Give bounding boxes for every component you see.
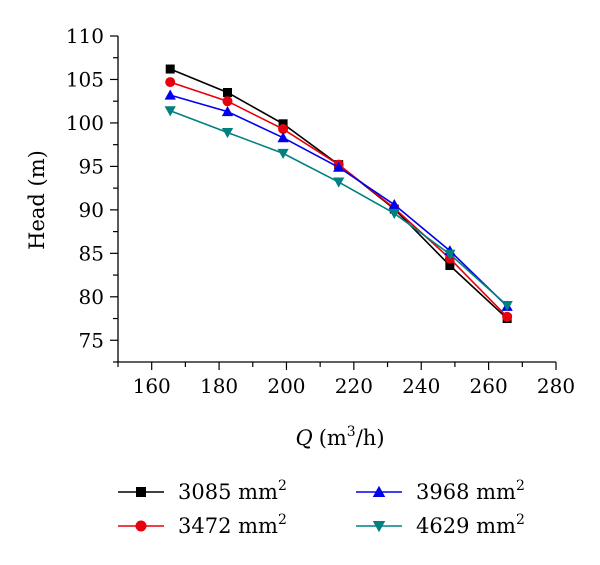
data-marks — [164, 64, 513, 324]
series-2 — [165, 77, 513, 322]
y-tick-label: 95 — [79, 154, 104, 178]
x-tick-label: 200 — [267, 374, 305, 398]
legend-label-exponent: 2 — [278, 478, 287, 494]
y-tick-label: 80 — [79, 285, 104, 309]
series-1 — [165, 64, 512, 324]
data-point — [445, 261, 455, 271]
series-line — [169, 110, 508, 307]
data-point — [502, 311, 513, 322]
legend-item: 3472 mm2 — [118, 512, 287, 538]
x-axis: 160 180 200 220 240 260 280 — [117, 361, 575, 398]
y-axis: 75 80 85 90 95 100 105 110 — [66, 24, 119, 363]
legend-label: 3472 mm2 — [178, 512, 287, 538]
series-4 — [164, 106, 513, 312]
data-point — [333, 161, 345, 172]
x-axis-unit-suffix: /h) — [356, 426, 385, 450]
x-tick-label: 260 — [470, 374, 508, 398]
data-point — [164, 89, 176, 100]
legend-item: 3968 mm2 — [356, 478, 525, 504]
data-point — [222, 96, 233, 107]
legend-label-exponent: 2 — [516, 512, 525, 528]
legend-item: 3085 mm2 — [118, 478, 287, 504]
legend-marker — [136, 487, 146, 497]
series-line — [170, 94, 508, 307]
series-3 — [164, 89, 513, 311]
y-tick-label: 110 — [66, 24, 104, 48]
data-point — [333, 177, 345, 188]
legend-label-text: 4629 mm — [416, 514, 516, 538]
data-point — [388, 199, 400, 210]
data-point — [277, 148, 289, 159]
data-point — [165, 64, 175, 74]
x-tick-label: 280 — [537, 374, 575, 398]
x-tick-label: 220 — [335, 374, 373, 398]
x-axis-unit: (m — [319, 426, 347, 450]
data-point — [277, 132, 289, 143]
x-axis-unit-exponent: 3 — [347, 424, 356, 440]
series-line — [169, 81, 508, 318]
data-point — [278, 124, 289, 135]
y-tick-label: 85 — [79, 241, 104, 265]
legend-label: 4629 mm2 — [416, 512, 525, 538]
legend-label-text: 3085 mm — [178, 480, 278, 504]
y-tick-label: 75 — [79, 328, 104, 352]
data-point — [278, 119, 288, 129]
legend-item: 4629 mm2 — [356, 512, 525, 538]
data-point — [444, 249, 456, 260]
legend-marker — [372, 485, 386, 497]
x-tick-label: 160 — [133, 374, 171, 398]
x-axis-title: Q (m3/h) — [295, 424, 384, 450]
data-point — [223, 88, 232, 98]
y-axis-title: Head (m) — [25, 150, 49, 250]
data-point — [388, 208, 400, 219]
series-line — [169, 68, 508, 320]
y-tick-label: 105 — [66, 67, 104, 91]
x-tick-label: 180 — [200, 374, 238, 398]
legend-label: 3968 mm2 — [416, 478, 525, 504]
y-tick-label: 100 — [66, 111, 104, 135]
data-point — [501, 300, 513, 312]
legend-marker — [372, 521, 386, 533]
legend-label-text: 3472 mm — [178, 514, 278, 538]
legend-label: 3085 mm2 — [178, 478, 287, 504]
data-point — [165, 77, 176, 88]
x-tick-label: 240 — [402, 374, 440, 398]
data-point — [221, 106, 234, 117]
legend-label-exponent: 2 — [278, 512, 287, 528]
data-point — [221, 127, 234, 139]
legend-label-text: 3968 mm — [416, 480, 516, 504]
legend-label-exponent: 2 — [516, 478, 525, 494]
x-axis-variable: Q — [295, 426, 312, 450]
y-tick-label: 90 — [79, 198, 104, 222]
data-point — [164, 106, 176, 117]
legend-marker — [135, 520, 147, 532]
